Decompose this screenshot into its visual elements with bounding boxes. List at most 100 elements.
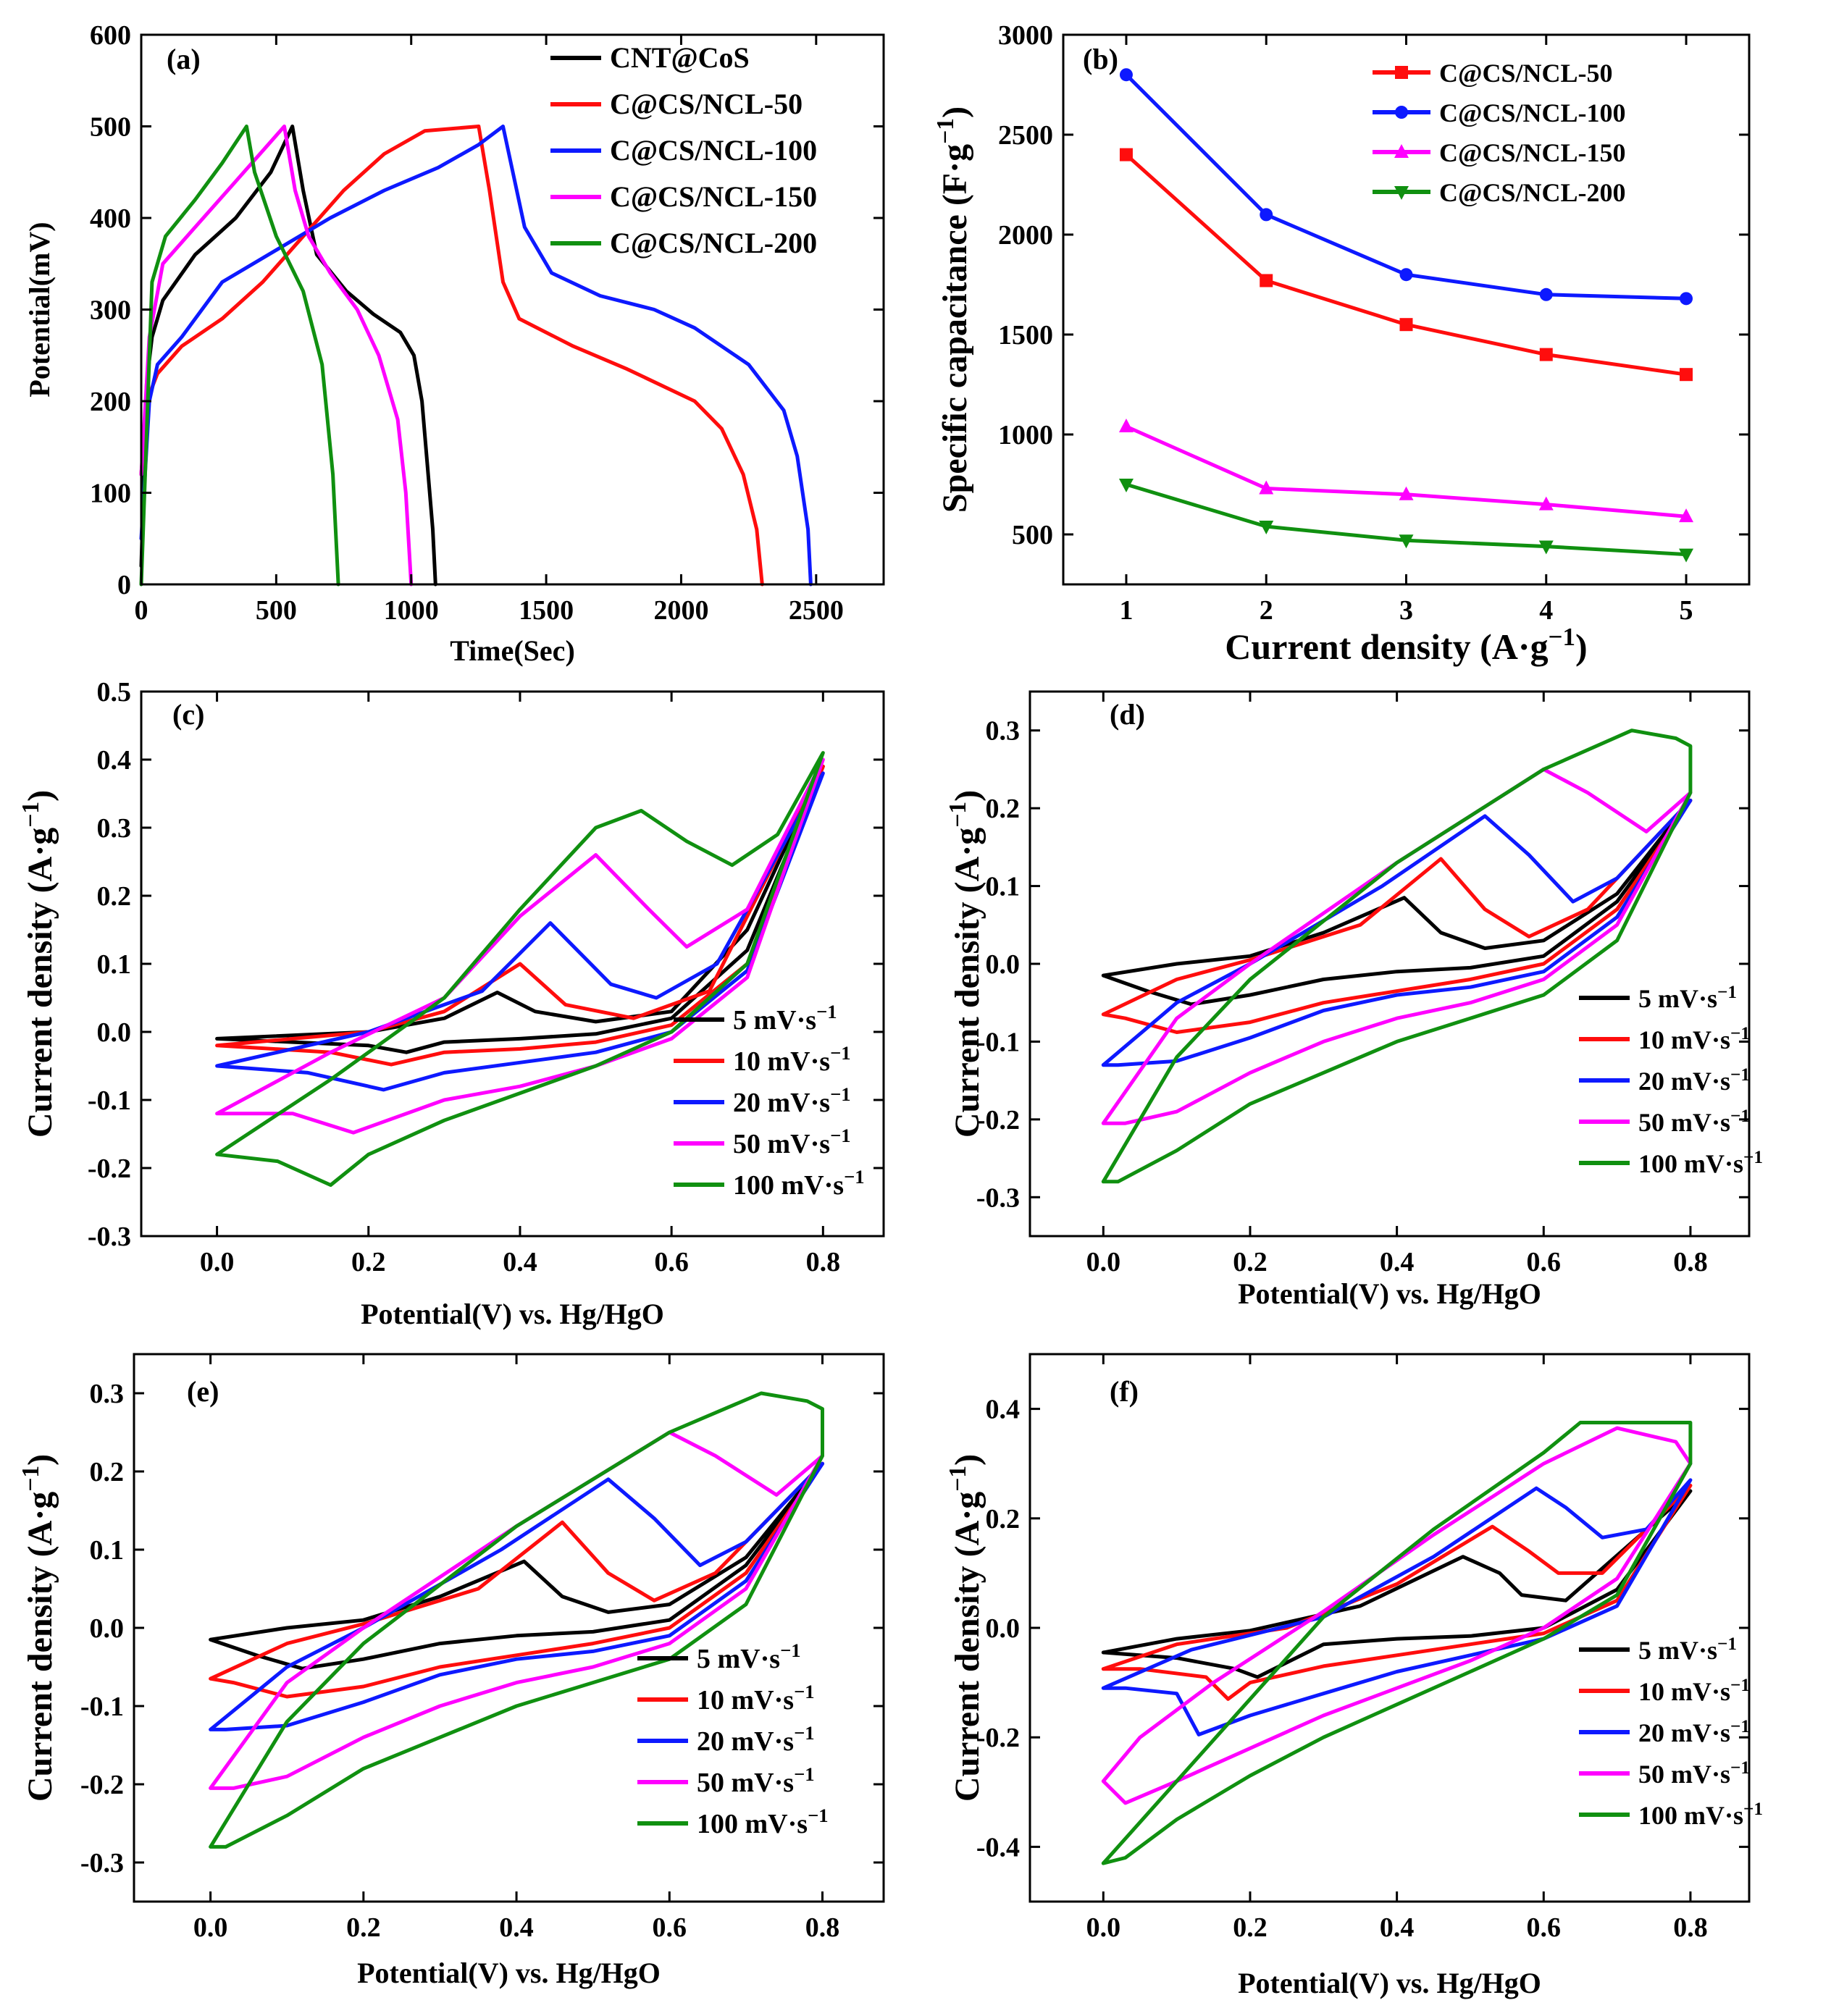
y-tick-label: 0.4	[986, 1395, 1021, 1425]
data-point-marker	[1395, 106, 1408, 119]
y-tick-label: 0.0	[986, 949, 1021, 980]
series-line-2	[209, 1461, 824, 1699]
data-point-marker	[1680, 292, 1693, 306]
legend-label: C@CS/NCL-100	[1439, 98, 1626, 127]
legend-label: 10 mV·s−1	[1638, 1676, 1750, 1707]
y-tick-label: 500	[90, 112, 131, 143]
x-tick-label: 0.0	[1086, 1912, 1121, 1943]
y-tick-label: 1000	[998, 420, 1053, 450]
y-tick-label: 2500	[998, 120, 1053, 151]
data-point-marker	[1680, 368, 1693, 382]
y-tick-label: 0.2	[97, 881, 132, 912]
legend-label: 20 mV·s−1	[733, 1083, 851, 1118]
x-axis: 0.0 0.2 0.4 0.6 0.8	[193, 1354, 839, 1943]
panel-label: (d)	[1110, 698, 1145, 731]
data-point-marker	[1395, 66, 1408, 79]
legend: C@CS/NCL-50 C@CS/NCL-100 C@CS/NCL-150 C@CS/…	[1373, 59, 1626, 207]
x-tick-label: 0.0	[1086, 1247, 1121, 1277]
legend-label: 100 mV·s−1	[733, 1166, 865, 1201]
x-tick-label: 0.6	[1527, 1247, 1562, 1277]
y-tick-label: -0.2	[88, 1154, 131, 1184]
y-axis-label: Current density (A·g−1)	[17, 790, 60, 1138]
y-axis-label: Specific capacitance (F·g−1)	[932, 106, 975, 513]
legend-label: 20 mV·s−1	[697, 1722, 815, 1757]
x-tick-label: 0.2	[351, 1247, 386, 1277]
data-point-marker	[1538, 540, 1554, 555]
y-tick-label: 0.1	[90, 1535, 125, 1566]
legend-label: C@CS/NCL-50	[1439, 59, 1613, 88]
legend-label: 100 mV·s−1	[697, 1805, 829, 1839]
legend-label: CNT@CoS	[610, 41, 750, 74]
x-axis-label: Potential(V) vs. Hg/HgO	[1238, 1967, 1541, 1999]
chart-panel-a: 0 500 1000 1500 2000 2500 0 100 200 300 400 500 600 T…	[23, 20, 885, 667]
chart-panel-e: 0.0 0.2 0.4 0.6 0.8 -0.3 -0.2 -0.1 0.0 0.1 0.2 0.3 P…	[17, 1353, 885, 1989]
legend-label: C@CS/NCL-200	[1439, 178, 1626, 207]
y-tick-label: 0.3	[97, 813, 132, 844]
x-axis: 0.0 0.2 0.4 0.6 0.8	[200, 692, 840, 1277]
y-axis: -0.4 -0.2 0.0 0.2 0.4	[976, 1395, 1749, 1862]
legend-label: C@CS/NCL-100	[610, 134, 817, 167]
legend-label: C@CS/NCL-150	[610, 180, 817, 213]
series-line-4	[209, 1430, 824, 1790]
x-tick-label: 0.2	[346, 1912, 381, 1943]
legend-label: 50 mV·s−1	[1638, 1758, 1750, 1789]
series-line-5	[209, 1391, 824, 1849]
y-tick-label: -0.4	[976, 1832, 1020, 1862]
series-group	[1118, 68, 1694, 563]
x-tick-label: 0.4	[503, 1247, 537, 1277]
series-line-1	[139, 125, 437, 587]
y-axis-label: Potential(mV)	[23, 222, 56, 397]
series-line-5	[1101, 1421, 1693, 1865]
panel-label: (b)	[1083, 43, 1118, 75]
x-tick-label: 500	[256, 595, 297, 626]
y-tick-label: 100	[90, 479, 131, 509]
legend-label: 100 mV·s−1	[1638, 1148, 1763, 1179]
x-tick-label: 0.4	[499, 1912, 534, 1943]
y-tick-label: -0.2	[976, 1723, 1020, 1753]
y-tick-label: 0.0	[97, 1017, 132, 1048]
y-tick-label: 0.0	[90, 1613, 125, 1644]
x-tick-label: 0.8	[1673, 1912, 1708, 1943]
data-point-marker	[1259, 480, 1274, 495]
legend: 5 mV·s−1 10 mV·s−1 20 mV·s−1 50 mV·s−1 100 m…	[1579, 983, 1763, 1179]
series-line-5	[215, 751, 825, 1187]
y-tick-label: 600	[90, 20, 131, 51]
x-axis: 0 500 1000 1500 2000 2500	[135, 35, 844, 626]
x-tick-label: 0.6	[1527, 1912, 1562, 1943]
y-tick-label: 0.2	[986, 794, 1021, 824]
legend: 5 mV·s−1 10 mV·s−1 20 mV·s−1 50 mV·s−1 100 m…	[1579, 1634, 1763, 1830]
data-point-marker	[1118, 418, 1134, 432]
y-tick-label: -0.3	[976, 1183, 1020, 1213]
x-tick-label: 4	[1539, 595, 1553, 626]
data-point-marker	[1679, 548, 1694, 563]
x-tick-label: 0.0	[200, 1247, 235, 1277]
y-tick-label: 0.3	[90, 1379, 125, 1409]
data-point-marker	[1539, 287, 1553, 301]
series-line-3	[139, 125, 813, 587]
data-point-marker	[1260, 208, 1273, 222]
series-line-4	[1101, 1426, 1693, 1805]
x-axis-label: Potential(V) vs. Hg/HgO	[361, 1298, 664, 1330]
series-line-3	[1101, 798, 1693, 1067]
x-tick-label: 0.0	[193, 1912, 228, 1943]
series-line-3	[1124, 424, 1688, 518]
x-tick-label: 2000	[653, 595, 708, 626]
x-tick-label: 0.6	[653, 1912, 687, 1943]
data-point-marker	[1118, 479, 1134, 492]
x-axis-label: Potential(V) vs. Hg/HgO	[1238, 1277, 1541, 1310]
legend-label: 10 mV·s−1	[1638, 1024, 1750, 1055]
series-line-2	[1101, 798, 1693, 1034]
legend: 5 mV·s−1 10 mV·s−1 20 mV·s−1 50 mV·s−1 100 m…	[637, 1639, 829, 1839]
x-tick-label: 0.6	[654, 1247, 689, 1277]
y-tick-label: -0.3	[88, 1222, 131, 1252]
x-axis: 0.0 0.2 0.4 0.6 0.8	[1086, 692, 1708, 1277]
x-axis-label: Current density (A·g−1)	[1225, 623, 1587, 668]
chart-panel-d: 0.0 0.2 0.4 0.6 0.8 -0.3 -0.2 -0.1 0.0 0.1 0.2 0.3 P…	[944, 690, 1763, 1310]
panel-label: (e)	[187, 1375, 219, 1408]
data-point-marker	[1399, 318, 1413, 332]
legend-label: 5 mV·s−1	[1638, 1634, 1737, 1666]
chart-panel-f: 0.0 0.2 0.4 0.6 0.8 -0.4 -0.2 0.0 0.2 0.4 Potentia…	[944, 1353, 1763, 1999]
chart-panel-c: 0.0 0.2 0.4 0.6 0.8 -0.3 -0.2 -0.1 0.0 0.1 0.2 0.3 0…	[17, 677, 885, 1330]
y-tick-label: -0.1	[80, 1692, 124, 1722]
x-tick-label: 1000	[384, 595, 439, 626]
